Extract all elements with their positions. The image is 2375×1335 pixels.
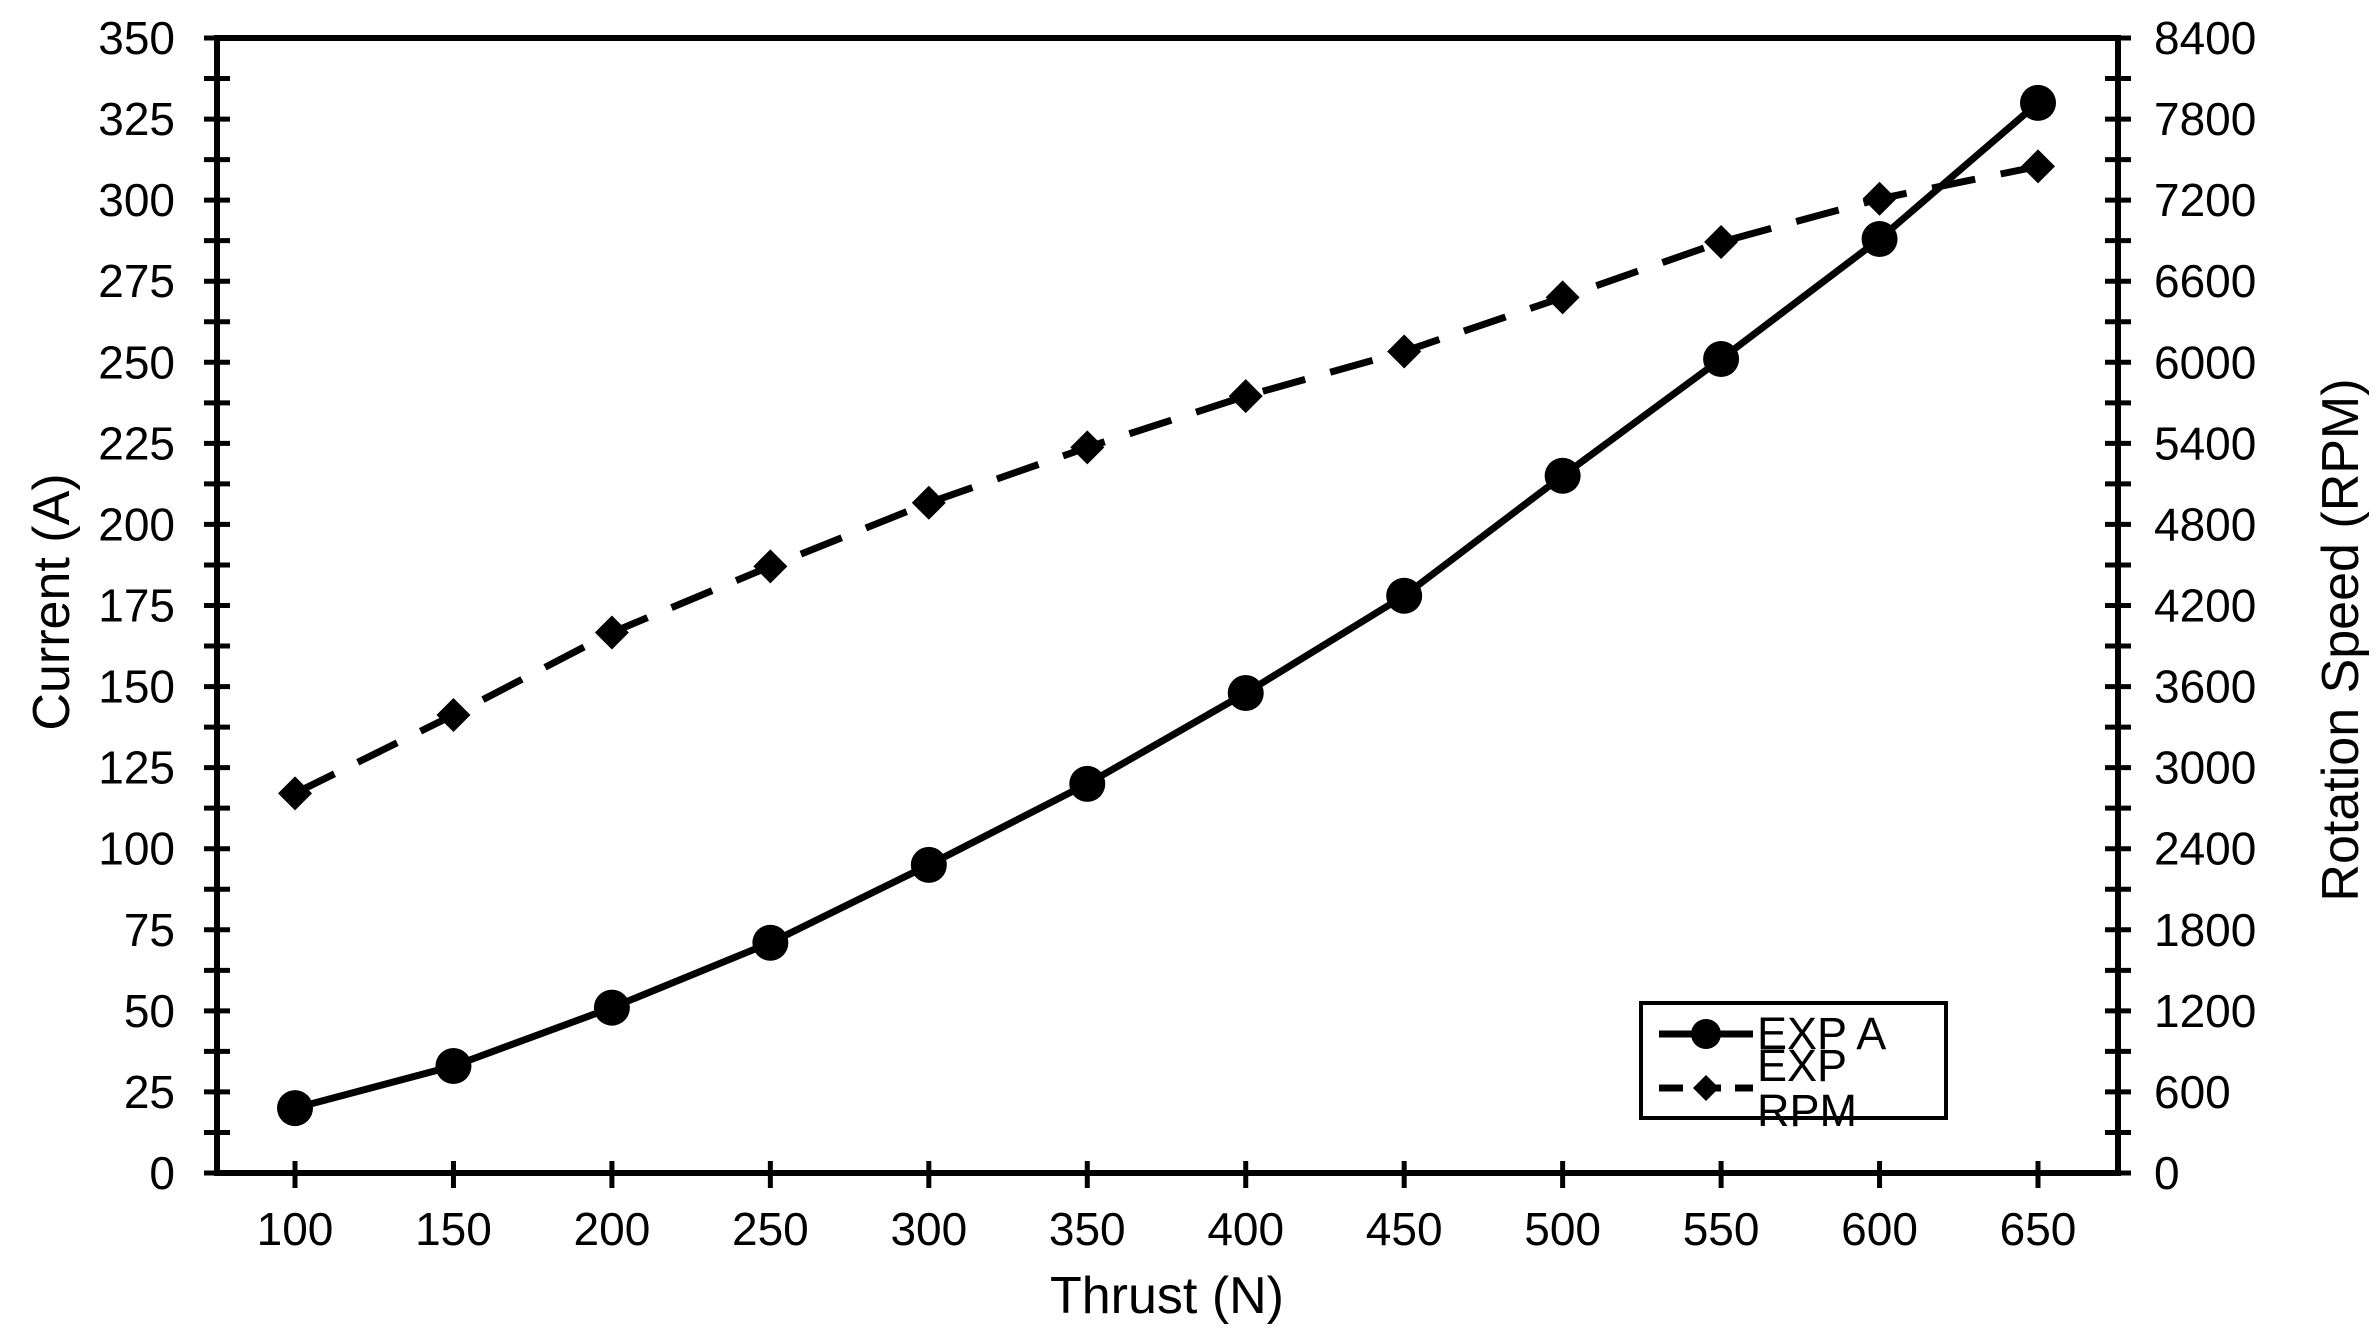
x-axis-tick-label: 150 [415,1203,492,1255]
left-axis-tick-label: 25 [124,1066,175,1118]
x-axis-tick-label: 650 [2000,1203,2077,1255]
data-point-exp-rpm [2021,149,2055,184]
right-axis-tick-label: 3000 [2154,742,2256,794]
data-point-exp-a [593,989,630,1026]
data-point-exp-rpm [753,549,788,584]
data-point-exp-a [1861,221,1898,258]
right-axis-tick-label: 4200 [2154,580,2256,632]
right-axis-tick-label: 2400 [2154,823,2256,875]
right-axis-tick-label: 1200 [2154,985,2256,1037]
data-point-exp-a [2020,84,2056,121]
right-axis-tick-label: 3600 [2154,661,2256,713]
data-point-exp-rpm [1862,181,1897,216]
legend-label-exp-rpm: EXP RPM [1757,1039,1857,1136]
y-axis-title-right: Rotation Speed (RPM) [2312,378,2370,902]
data-point-exp-a [1069,765,1106,802]
data-point-exp-a [1703,341,1740,378]
left-axis-tick-label: 275 [98,255,175,307]
right-axis-tick-label: 1800 [2154,904,2256,956]
legend-label-exp-a: EXP A [1757,1008,1887,1059]
right-axis-tick-label: 6000 [2154,336,2256,388]
left-axis-tick-label: 0 [149,1147,175,1199]
x-axis-tick-label: 250 [732,1203,809,1255]
right-axis-tick-label: 600 [2154,1066,2231,1118]
data-point-exp-a [1544,457,1581,494]
left-axis-tick-label: 225 [98,417,175,469]
data-point-exp-a [752,924,789,961]
data-point-exp-a [1227,675,1264,712]
x-axis-tick-label: 350 [1049,1203,1126,1255]
left-axis-tick-label: 200 [98,498,175,550]
x-axis-tick-label: 600 [1841,1203,1918,1255]
x-axis-tick-label: 100 [257,1203,334,1255]
right-axis-tick-label: 7800 [2154,93,2256,145]
data-point-exp-rpm [436,697,471,732]
data-point-exp-rpm [594,615,629,650]
x-axis-tick-label: 200 [574,1203,651,1255]
legend-item-exp-rpm: EXP RPM [1655,1043,1944,1133]
left-axis-tick-label: 300 [98,174,175,226]
left-axis-tick-label: 250 [98,336,175,388]
series-line-exp-rpm [293,162,2039,797]
x-axis-tick-label: 400 [1207,1203,1284,1255]
legend: EXP A EXP RPM [1639,1001,1948,1133]
x-axis-tick-label: 550 [1683,1203,1760,1255]
left-axis-tick-label: 175 [98,580,175,632]
left-axis-tick-label: 325 [98,93,175,145]
x-axis-tick-label: 450 [1366,1203,1443,1255]
right-axis-tick-label: 7200 [2154,174,2256,226]
left-axis-tick-label: 350 [98,12,175,64]
left-axis-tick-label: 125 [98,742,175,794]
x-axis-tick-label: 500 [1524,1203,1601,1255]
data-point-exp-rpm [1070,430,1105,465]
left-axis-tick-label: 75 [124,904,175,956]
data-point-exp-a [435,1047,472,1084]
left-axis-tick-label: 50 [124,985,175,1037]
right-axis-tick-label: 4800 [2154,498,2256,550]
right-axis-tick-label: 0 [2154,1147,2180,1199]
right-axis-tick-label: 5400 [2154,417,2256,469]
y-axis-title-left: Current (A) [23,473,81,731]
right-axis-tick-label: 8400 [2154,12,2256,64]
data-point-exp-rpm [1704,225,1739,260]
x-axis-tick-label: 300 [890,1203,967,1255]
data-point-exp-a [910,846,947,883]
x-axis-title: Thrust (N) [1050,1267,1284,1325]
right-axis-tick-label: 6600 [2154,255,2256,307]
dashed-line-diamond-marker-icon [1659,1074,1753,1101]
data-point-exp-a [277,1090,313,1127]
data-point-exp-a [1386,577,1423,614]
data-point-exp-rpm [1228,379,1263,414]
left-axis-tick-label: 150 [98,661,175,713]
data-point-exp-rpm [1545,280,1580,315]
legend-item-exp-a: EXP A [1655,1010,1944,1058]
data-point-exp-rpm [1387,334,1422,369]
data-point-exp-rpm [278,776,312,811]
left-axis-tick-label: 100 [98,823,175,875]
data-point-exp-rpm [911,485,946,520]
solid-line-circle-marker-icon [1659,1018,1753,1049]
series-line-exp-a [294,100,2041,1112]
